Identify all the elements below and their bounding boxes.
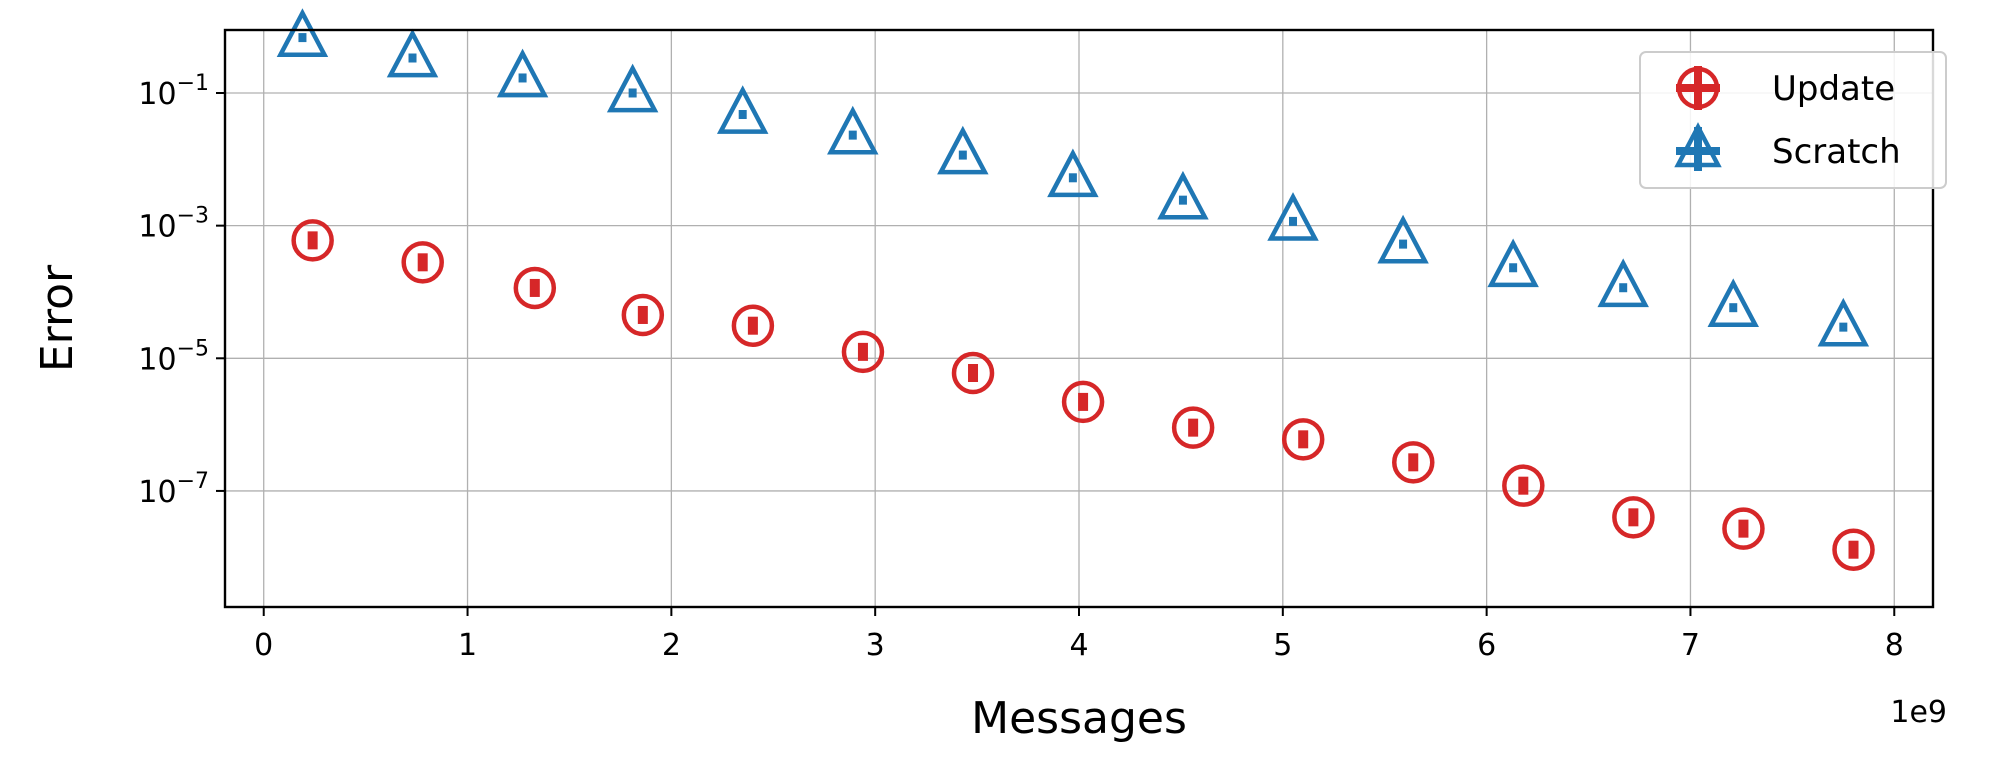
series-scratch — [276, 8, 1870, 347]
error-bar — [848, 130, 857, 140]
data-point-update — [621, 293, 665, 337]
error-bar — [1518, 476, 1529, 495]
legend-label-scratch: Scratch — [1772, 132, 1901, 172]
data-point-update — [1502, 464, 1545, 507]
error-bar — [1298, 430, 1309, 449]
error-bar — [1738, 519, 1749, 538]
legend-entry-scratch: Scratch — [1674, 122, 1901, 172]
error-bar — [1188, 418, 1199, 437]
error-bar — [529, 278, 540, 297]
data-point-scratch — [386, 28, 439, 78]
error-bar — [1839, 322, 1848, 332]
x-tick-label: 8 — [1885, 628, 1904, 663]
data-point-scratch — [1157, 170, 1209, 220]
error-bar — [628, 88, 637, 98]
error-bar — [307, 231, 318, 250]
data-point-scratch — [716, 85, 769, 134]
x-tick-label: 5 — [1273, 628, 1292, 663]
error-bar — [1399, 239, 1408, 249]
data-point-scratch — [606, 63, 659, 113]
data-point-update — [1612, 496, 1655, 539]
data-point-scratch — [496, 48, 549, 98]
data-point-scratch — [937, 125, 989, 175]
data-point-update — [1832, 528, 1875, 571]
error-bar — [968, 364, 979, 383]
x-tick-label: 0 — [254, 628, 273, 663]
data-point-scratch — [827, 105, 879, 155]
data-point-scratch — [1707, 278, 1759, 328]
x-tick-label: 4 — [1069, 628, 1088, 663]
error-bar — [857, 342, 868, 361]
error-bar — [1289, 216, 1298, 226]
x-axis-offset-label: 1e9 — [1890, 695, 1947, 730]
plot-frame — [223, 28, 1935, 609]
data-point-update — [513, 266, 557, 310]
error-bar — [958, 150, 967, 160]
legend-label-update: Update — [1772, 69, 1895, 109]
error-bar — [518, 73, 527, 83]
x-tick-label: 1 — [458, 628, 477, 663]
legend-entry-update: Update — [1676, 66, 1895, 110]
x-tick-label: 6 — [1477, 628, 1496, 663]
axis-ticks: 0 1 2 3 4 5 6 7 8 10−1 10−3 10−5 10−7 — [138, 71, 1903, 663]
error-bar — [1068, 173, 1077, 183]
x-tick-label: 7 — [1681, 628, 1700, 663]
x-axis-title: Messages — [971, 693, 1187, 744]
legend-marker-update — [1676, 66, 1720, 110]
error-bar — [1729, 303, 1738, 313]
data-point-scratch — [276, 8, 329, 57]
data-point-update — [1722, 507, 1765, 550]
data-point-scratch — [1267, 192, 1319, 241]
error-bar — [1619, 283, 1628, 293]
y-axis-title: Error — [32, 264, 83, 372]
data-point-scratch — [1047, 148, 1099, 198]
data-point-update — [731, 304, 775, 347]
data-point-update — [951, 351, 995, 395]
error-bar — [738, 110, 747, 120]
data-point-scratch — [1597, 258, 1649, 308]
x-tick-label: 3 — [866, 628, 885, 663]
legend-errorbar-h — [1676, 84, 1720, 92]
legend: Update Scratch — [1639, 51, 1947, 189]
data-point-update — [1392, 441, 1435, 484]
error-bar — [637, 305, 648, 324]
y-tick-label: 10−1 — [138, 71, 209, 112]
data-point-update — [291, 219, 334, 262]
error-bar — [417, 253, 428, 272]
data-point-update — [1281, 418, 1325, 461]
error-bar — [1178, 195, 1187, 205]
error-bar — [1848, 540, 1859, 559]
x-tick-label: 2 — [662, 628, 681, 663]
y-tick-label: 10−3 — [138, 204, 209, 245]
y-tick-label: 10−7 — [138, 469, 209, 510]
data-points — [276, 8, 1875, 571]
legend-errorbar-h — [1676, 147, 1720, 155]
data-point-scratch — [1377, 214, 1429, 264]
data-point-scratch — [1817, 297, 1870, 347]
series-update — [291, 219, 1875, 571]
error-bar — [298, 33, 307, 43]
legend-marker-scratch — [1674, 122, 1722, 171]
y-tick-label: 10−5 — [138, 336, 209, 377]
error-bar — [1078, 392, 1089, 411]
error-bar — [1509, 263, 1518, 273]
error-bar — [1628, 508, 1639, 527]
error-bar — [408, 53, 417, 63]
data-point-update — [1061, 380, 1105, 424]
data-point-scratch — [1487, 238, 1539, 288]
data-point-update — [401, 241, 444, 284]
error-bar — [1408, 453, 1419, 472]
data-point-update — [1171, 406, 1215, 449]
error-bar — [747, 316, 758, 335]
data-point-update — [841, 330, 885, 374]
